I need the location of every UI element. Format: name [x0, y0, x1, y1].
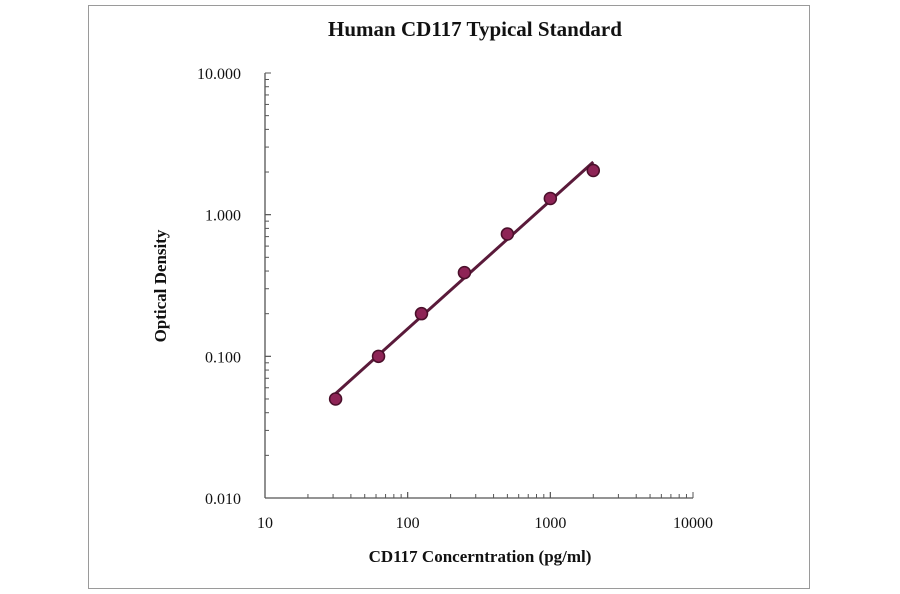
y-axis-label: Optical Density	[151, 229, 170, 342]
chart-frame	[88, 5, 810, 589]
x-tick-label: 10	[257, 515, 273, 532]
x-tick-label: 100	[396, 515, 420, 532]
data-point	[371, 349, 386, 364]
data-point	[500, 227, 515, 241]
x-tick-label: 10000	[673, 515, 713, 532]
data-point	[543, 191, 558, 206]
y-tick-label: 1.000	[205, 208, 241, 225]
y-tick-label: 0.100	[205, 349, 241, 366]
y-tick-label: 10.000	[197, 66, 241, 83]
data-point	[457, 265, 472, 280]
data-point	[328, 392, 343, 406]
data-point	[586, 163, 601, 178]
data-point	[414, 306, 429, 321]
x-axis-label: CD117 Concerntration (pg/ml)	[369, 547, 592, 566]
y-tick-label: 0.010	[205, 491, 241, 508]
x-tick-label: 1000	[534, 515, 566, 532]
chart-title: Human CD117 Typical Standard	[328, 17, 622, 41]
